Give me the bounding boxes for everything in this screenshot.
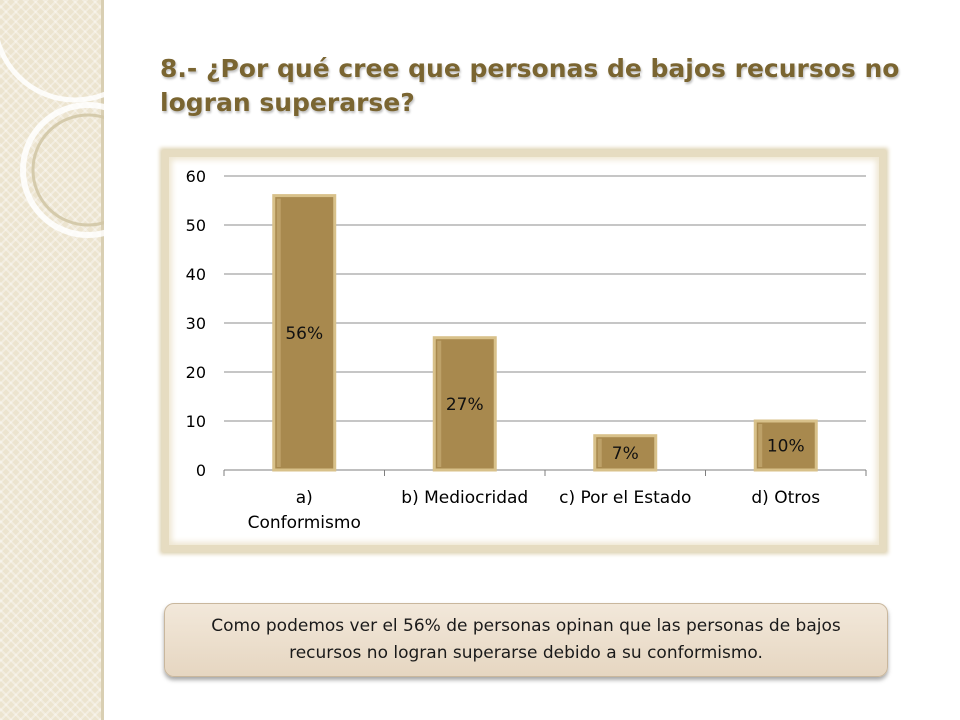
y-tick-label: 40 [186,265,206,284]
bar [432,336,497,472]
x-category-label: Conformismo [248,513,361,533]
bar-highlight [437,340,442,467]
x-category-label: c) Por el Estado [559,488,691,508]
decorative-circles [0,0,104,238]
data-label: 7% [612,444,639,464]
bar-highlight [276,198,281,467]
bar-highlight [758,424,763,467]
x-category-label: a) [296,488,313,508]
bar-highlight [597,438,602,467]
slide-title: 8.- ¿Por qué cree que personas de bajos … [160,54,900,117]
y-tick-label: 20 [186,363,206,382]
y-tick-label: 50 [186,216,206,235]
bar [753,419,818,472]
x-category-label: b) Mediocridad [401,488,528,508]
y-tick-label: 0 [196,461,206,480]
data-label: 56% [285,324,323,344]
y-tick-label: 30 [186,314,206,333]
decorative-sidebar [0,0,104,720]
bars: 56% 27% 7% 10% [272,194,818,472]
conclusion-note: Como podemos ver el 56% de personas opin… [164,603,888,677]
y-tick-label: 60 [186,167,206,186]
data-label: 27% [446,395,484,415]
conclusion-text: Como podemos ver el 56% de personas opin… [211,616,841,663]
data-label: 10% [767,437,805,457]
bar [272,194,337,472]
y-axis-ticks: 0 10 20 30 40 50 60 [186,167,206,480]
bar [593,434,658,472]
x-axis-categories: a) Conformismo b) Mediocridad c) Por el Est… [248,488,821,533]
x-category-label: d) Otros [751,488,820,508]
y-tick-label: 10 [186,412,206,431]
